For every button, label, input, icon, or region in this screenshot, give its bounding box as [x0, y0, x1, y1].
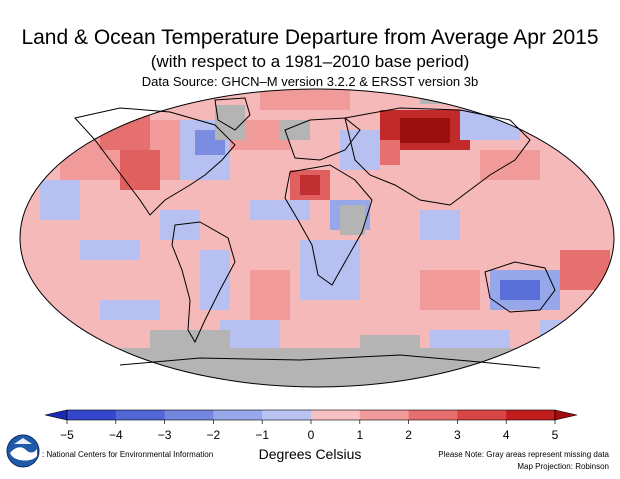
- colorbar-cell: [311, 410, 361, 420]
- greenland-outline: [214, 97, 251, 131]
- colorbar-arrow-low: [44, 409, 68, 421]
- colorbar-tick-label: 3: [454, 428, 461, 442]
- colorbar-cell: [262, 410, 312, 420]
- anomaly-cell: [100, 300, 160, 320]
- colorbar-cell: [67, 410, 117, 420]
- colorbar-tick-label: 5: [551, 428, 559, 442]
- colorbar-tick-label: −3: [157, 428, 172, 442]
- colorbar-cells: [44, 409, 578, 421]
- colorbar-tick-label: 2: [405, 428, 412, 442]
- anomaly-cell: [420, 270, 480, 310]
- antarctica-outline: [119, 354, 541, 369]
- anomaly-cell: [300, 175, 320, 195]
- colorbar-cell: [408, 410, 458, 420]
- anomaly-cell: [120, 150, 160, 190]
- colorbar-tick-label: −1: [255, 428, 270, 442]
- anomaly-cell: [250, 270, 290, 320]
- colorbar-tick-label: 4: [502, 428, 510, 442]
- colorbar-cell: [506, 410, 556, 420]
- anomaly-cell: [80, 240, 140, 260]
- colorbar-cell: [115, 410, 165, 420]
- colorbar-tick-label: −2: [206, 428, 221, 442]
- colorbar-cell: [213, 410, 263, 420]
- europe-outline: [284, 117, 361, 161]
- anomaly-cell: [260, 90, 350, 110]
- anomaly-cell: [300, 240, 360, 300]
- africa-outline: [284, 164, 373, 286]
- north-america-outline: [74, 107, 236, 216]
- asia-outline: [344, 107, 531, 206]
- anomaly-cell: [160, 210, 200, 240]
- missing-data-region: [280, 120, 310, 140]
- projection-note: Map Projection: Robinson: [517, 462, 609, 471]
- ncei-credit: : National Centers for Environmental Inf…: [42, 450, 214, 459]
- colorbar-cell: [457, 410, 507, 420]
- anomaly-cell: [430, 330, 510, 350]
- colorbar-tick-label: 1: [356, 428, 364, 442]
- data-source: Data Source: GHCN–M version 3.2.2 & ERSS…: [141, 74, 479, 89]
- colorbar-units: Degrees Celsius: [258, 446, 362, 462]
- australia-outline: [484, 261, 556, 313]
- anomaly-cell: [420, 210, 460, 240]
- anomaly-cell: [400, 118, 450, 143]
- colorbar-cell: [359, 410, 409, 420]
- noaa-logo-icon: [6, 434, 40, 468]
- anomaly-cell: [40, 180, 80, 220]
- colorbar-arrow-high: [554, 409, 578, 421]
- missing-data-region: [340, 205, 365, 235]
- colorbar-tick-label: 0: [307, 428, 315, 442]
- anomaly-cell: [340, 130, 380, 170]
- map-border: [19, 88, 615, 388]
- missing-data-region: [215, 105, 245, 140]
- colorbar-tick-label: −5: [60, 428, 74, 442]
- coastlines: [74, 97, 556, 369]
- missing-data-region: [360, 335, 420, 355]
- missing-data-note: Please Note: Gray areas represent missin…: [438, 450, 609, 459]
- colorbar-ticks: [66, 420, 556, 424]
- map-title: Land & Ocean Temperature Departure from …: [21, 26, 599, 49]
- anomaly-cell: [500, 280, 540, 300]
- south-america-outline: [171, 221, 236, 344]
- missing-data-region: [150, 330, 230, 360]
- map-subtitle: (with respect to a 1981–2010 base period…: [150, 52, 470, 71]
- colorbar-tick-label: −4: [108, 428, 123, 442]
- colorbar-cell: [164, 410, 214, 420]
